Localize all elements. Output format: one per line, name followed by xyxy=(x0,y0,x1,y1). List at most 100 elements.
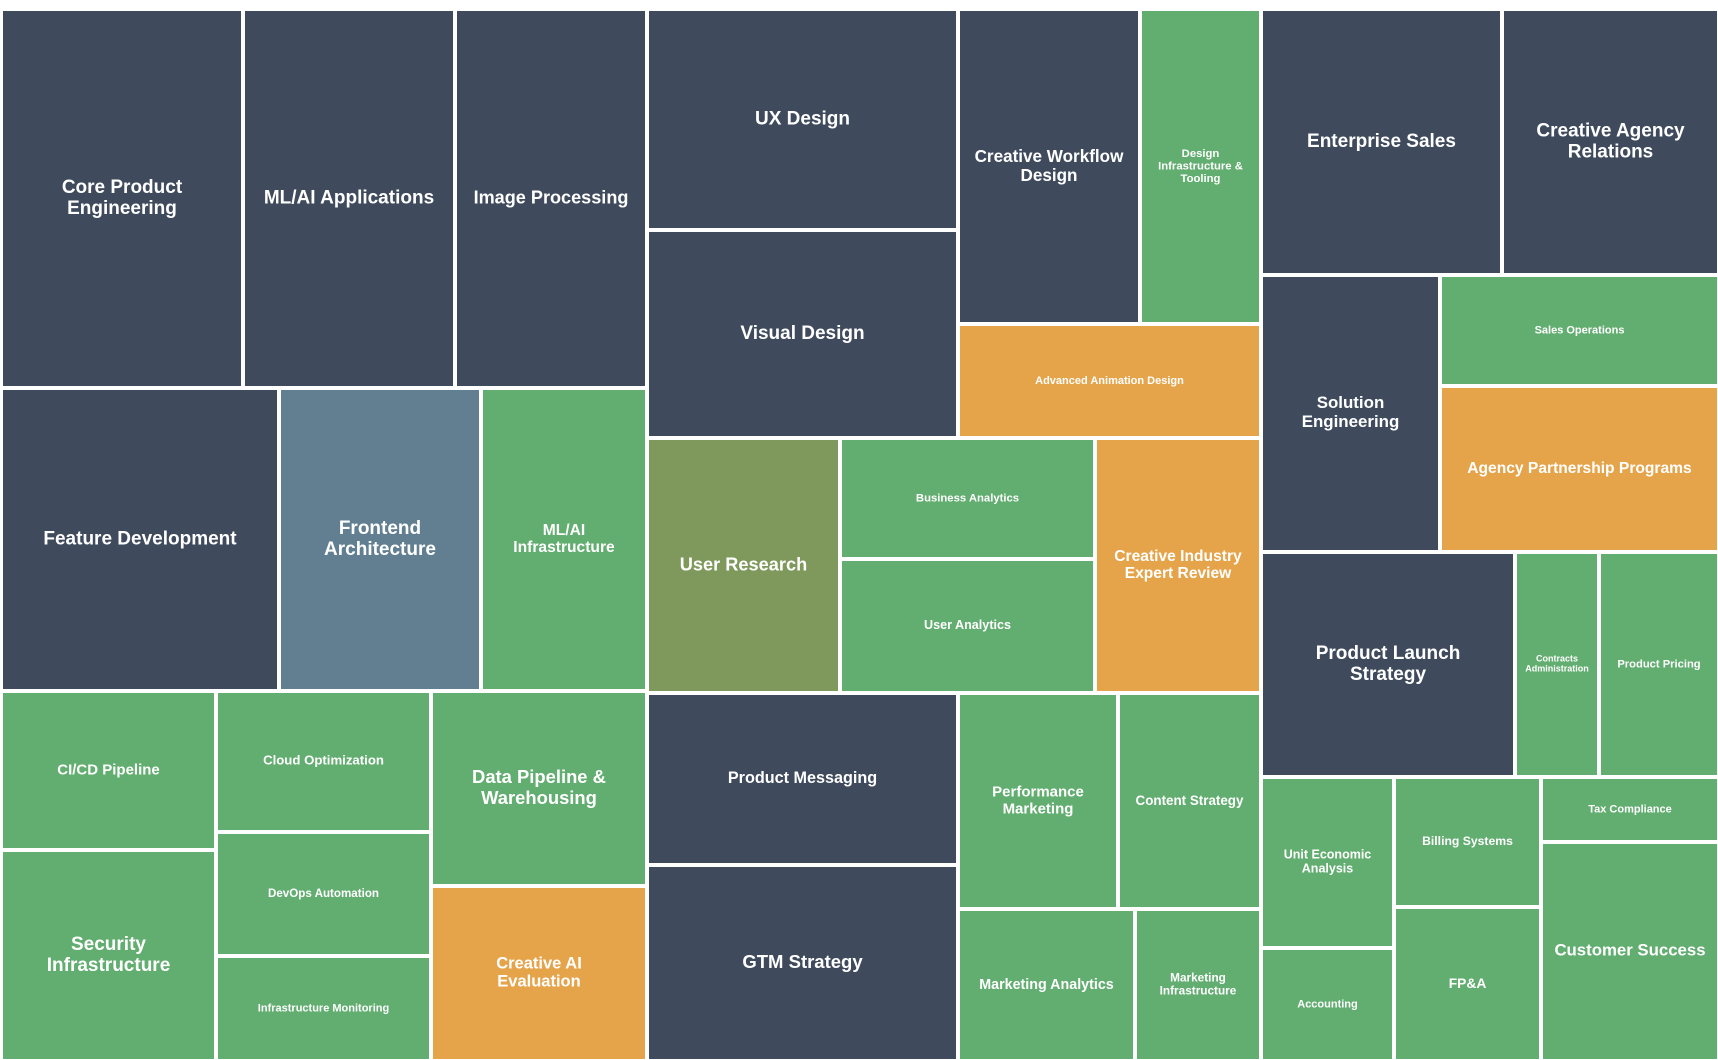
tile-rect-marketing-analytics[interactable] xyxy=(958,909,1135,1060)
tile-solution-engineering[interactable]: Solution Engineering xyxy=(1261,275,1440,552)
tile-rect-tax-compliance[interactable] xyxy=(1541,777,1718,842)
tile-label-data-pipeline-and-warehousing: Data Pipeline & Warehousing xyxy=(472,766,606,808)
tile-contracts-administration[interactable]: Contracts Administration xyxy=(1515,552,1599,777)
tile-rect-user-research[interactable] xyxy=(647,438,840,693)
tile-rect-customer-success[interactable] xyxy=(1541,842,1718,1060)
tile-rect-design-infrastructure-and-tooling[interactable] xyxy=(1140,9,1261,324)
tile-rect-image-processing[interactable] xyxy=(455,9,647,388)
tile-rect-feature-development[interactable] xyxy=(1,388,279,691)
tile-rect-solution-engineering[interactable] xyxy=(1261,275,1440,552)
tile-rect-infrastructure-monitoring[interactable] xyxy=(216,956,431,1060)
tile-content-strategy[interactable]: Content Strategy xyxy=(1118,693,1261,909)
tile-ml-ai-infrastructure[interactable]: ML/AI Infrastructure xyxy=(481,388,647,691)
tile-rect-fpanda[interactable] xyxy=(1394,907,1541,1060)
tile-gtm-strategy[interactable]: GTM Strategy xyxy=(647,865,958,1060)
tile-creative-agency-relations[interactable]: Creative Agency Relations xyxy=(1502,9,1718,275)
tile-rect-accounting[interactable] xyxy=(1261,948,1394,1060)
tile-rect-product-pricing[interactable] xyxy=(1599,552,1718,777)
tile-rect-creative-agency-relations[interactable] xyxy=(1502,9,1718,275)
tile-rect-performance-marketing[interactable] xyxy=(958,693,1118,909)
tile-label-sales-operations: Sales Operations xyxy=(1535,324,1625,336)
tile-tax-compliance[interactable]: Tax Compliance xyxy=(1541,777,1718,842)
tile-user-analytics[interactable]: User Analytics xyxy=(840,559,1095,693)
tile-enterprise-sales[interactable]: Enterprise Sales xyxy=(1261,9,1502,275)
tile-label-cloud-optimization: Cloud Optimization xyxy=(263,753,384,768)
tile-devops-automation[interactable]: DevOps Automation xyxy=(216,832,431,956)
tile-security-infrastructure[interactable]: Security Infrastructure xyxy=(1,850,216,1060)
tile-rect-visual-design[interactable] xyxy=(647,230,958,438)
tile-rect-creative-industry-expert-review[interactable] xyxy=(1095,438,1261,693)
tile-cloud-optimization[interactable]: Cloud Optimization xyxy=(216,691,431,832)
tile-rect-creative-ai-evaluation[interactable] xyxy=(431,886,647,1060)
tile-label-marketing-analytics: Marketing Analytics xyxy=(979,977,1114,993)
tile-rect-ci-cd-pipeline[interactable] xyxy=(1,691,216,850)
tile-rect-advanced-animation-design[interactable] xyxy=(958,324,1261,438)
tile-label-security-infrastructure: Security Infrastructure xyxy=(47,934,171,976)
tile-rect-user-analytics[interactable] xyxy=(840,559,1095,693)
tile-product-launch-strategy[interactable]: Product Launch Strategy xyxy=(1261,552,1515,777)
tile-rect-agency-partnership-programs[interactable] xyxy=(1440,386,1718,552)
tile-rect-content-strategy[interactable] xyxy=(1118,693,1261,909)
tile-label-creative-ai-evaluation: Creative AI Evaluation xyxy=(496,955,582,991)
tile-feature-development[interactable]: Feature Development xyxy=(1,388,279,691)
tile-rect-security-infrastructure[interactable] xyxy=(1,850,216,1060)
tile-rect-core-product-engineering[interactable] xyxy=(1,9,243,388)
tile-label-feature-development: Feature Development xyxy=(43,529,237,550)
tile-fpanda[interactable]: FP&A xyxy=(1394,907,1541,1060)
tile-business-analytics[interactable]: Business Analytics xyxy=(840,438,1095,559)
tile-user-research[interactable]: User Research xyxy=(647,438,840,693)
tile-label-image-processing: Image Processing xyxy=(474,187,629,207)
tile-rect-devops-automation[interactable] xyxy=(216,832,431,956)
tile-creative-workflow-design[interactable]: Creative Workflow Design xyxy=(958,9,1140,324)
tile-sales-operations[interactable]: Sales Operations xyxy=(1440,275,1718,386)
tile-rect-creative-workflow-design[interactable] xyxy=(958,9,1140,324)
tile-label-advanced-animation-design: Advanced Animation Design xyxy=(1035,375,1184,387)
tile-rect-unit-economic-analysis[interactable] xyxy=(1261,777,1394,948)
tile-label-product-messaging: Product Messaging xyxy=(728,769,877,787)
tile-accounting[interactable]: Accounting xyxy=(1261,948,1394,1060)
tile-label-contracts-administration: Contracts Administration xyxy=(1525,654,1589,674)
tile-rect-cloud-optimization[interactable] xyxy=(216,691,431,832)
tile-creative-ai-evaluation[interactable]: Creative AI Evaluation xyxy=(431,886,647,1060)
tile-data-pipeline-and-warehousing[interactable]: Data Pipeline & Warehousing xyxy=(431,691,647,886)
tile-label-frontend-architecture: Frontend Architecture xyxy=(324,518,436,560)
tile-rect-marketing-infrastructure[interactable] xyxy=(1135,909,1261,1060)
tile-image-processing[interactable]: Image Processing xyxy=(455,9,647,388)
tile-rect-gtm-strategy[interactable] xyxy=(647,865,958,1060)
tile-rect-product-launch-strategy[interactable] xyxy=(1261,552,1515,777)
tile-agency-partnership-programs[interactable]: Agency Partnership Programs xyxy=(1440,386,1718,552)
tile-rect-ux-design[interactable] xyxy=(647,9,958,230)
tile-rect-ml-ai-applications[interactable] xyxy=(243,9,455,388)
tile-rect-sales-operations[interactable] xyxy=(1440,275,1718,386)
tile-rect-contracts-administration[interactable] xyxy=(1515,552,1599,777)
tile-marketing-infrastructure[interactable]: Marketing Infrastructure xyxy=(1135,909,1261,1060)
tile-billing-systems[interactable]: Billing Systems xyxy=(1394,777,1541,907)
tile-unit-economic-analysis[interactable]: Unit Economic Analysis xyxy=(1261,777,1394,948)
tile-frontend-architecture[interactable]: Frontend Architecture xyxy=(279,388,481,691)
tile-rect-billing-systems[interactable] xyxy=(1394,777,1541,907)
tile-creative-industry-expert-review[interactable]: Creative Industry Expert Review xyxy=(1095,438,1261,693)
tile-label-creative-workflow-design: Creative Workflow Design xyxy=(975,146,1125,184)
tile-customer-success[interactable]: Customer Success xyxy=(1541,842,1718,1060)
tile-label-accounting: Accounting xyxy=(1297,998,1358,1010)
tile-design-infrastructure-and-tooling[interactable]: Design Infrastructure & Tooling xyxy=(1140,9,1261,324)
tile-rect-data-pipeline-and-warehousing[interactable] xyxy=(431,691,647,886)
tile-rect-product-messaging[interactable] xyxy=(647,693,958,865)
tile-marketing-analytics[interactable]: Marketing Analytics xyxy=(958,909,1135,1060)
tile-product-messaging[interactable]: Product Messaging xyxy=(647,693,958,865)
tile-label-devops-automation: DevOps Automation xyxy=(268,887,379,900)
tile-ux-design[interactable]: UX Design xyxy=(647,9,958,230)
tile-rect-ml-ai-infrastructure[interactable] xyxy=(481,388,647,691)
tile-product-pricing[interactable]: Product Pricing xyxy=(1599,552,1718,777)
tile-core-product-engineering[interactable]: Core Product Engineering xyxy=(1,9,243,388)
tile-ci-cd-pipeline[interactable]: CI/CD Pipeline xyxy=(1,691,216,850)
tile-visual-design[interactable]: Visual Design xyxy=(647,230,958,438)
tile-rect-frontend-architecture[interactable] xyxy=(279,388,481,691)
tile-rect-enterprise-sales[interactable] xyxy=(1261,9,1502,275)
tile-ml-ai-applications[interactable]: ML/AI Applications xyxy=(243,9,455,388)
tile-rect-business-analytics[interactable] xyxy=(840,438,1095,559)
tile-advanced-animation-design[interactable]: Advanced Animation Design xyxy=(958,324,1261,438)
tile-infrastructure-monitoring[interactable]: Infrastructure Monitoring xyxy=(216,956,431,1060)
tile-performance-marketing[interactable]: Performance Marketing xyxy=(958,693,1118,909)
tile-label-creative-industry-expert-review: Creative Industry Expert Review xyxy=(1114,548,1242,582)
